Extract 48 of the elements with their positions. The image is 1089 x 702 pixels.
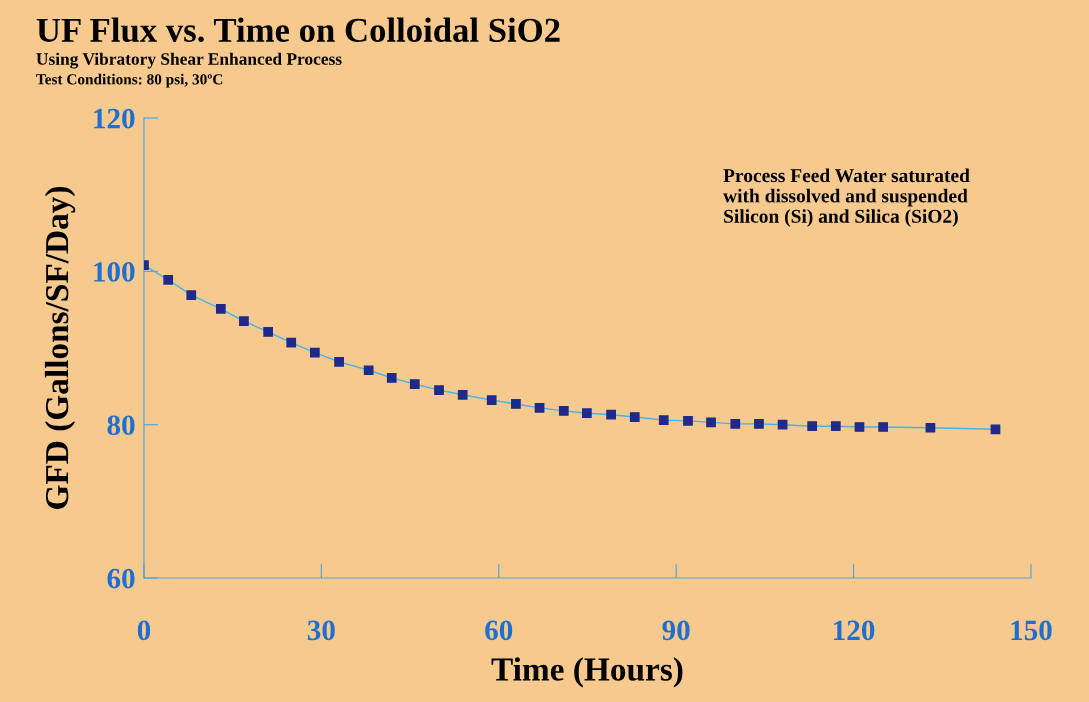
point <box>990 424 1001 435</box>
point <box>486 395 497 406</box>
y-tick-label: 120 <box>94 108 135 129</box>
point <box>457 389 468 400</box>
x-tick-label: 60 <box>485 620 513 641</box>
text: Test Conditions: 80 psi, 30ºC <box>36 73 223 88</box>
point <box>706 417 716 428</box>
point <box>309 347 320 358</box>
point <box>511 399 521 409</box>
point <box>807 421 818 432</box>
x-tick-label: 30 <box>307 620 335 641</box>
annotation: Process Feed Water saturated with dissolved and suspended Silicon (Si) and Silica (SiO2) <box>723 168 970 227</box>
x-tick-label: 0 <box>137 620 151 641</box>
point <box>409 379 420 389</box>
point <box>754 419 764 429</box>
point <box>163 274 174 285</box>
point <box>683 415 693 426</box>
x-axis-title: Time (Hours) <box>491 657 683 688</box>
chart-subtitle: Using Vibratory Shear Enhanced Process <box>36 52 342 69</box>
point <box>730 419 741 429</box>
point <box>215 304 226 314</box>
point <box>558 406 569 416</box>
point <box>777 419 788 430</box>
y-axis-title: GFD (Gallons/SF/Day) <box>44 186 76 509</box>
point <box>286 337 297 348</box>
point <box>658 415 669 425</box>
point <box>606 409 616 420</box>
x-tick-label: 150 <box>1011 620 1052 641</box>
point <box>925 422 936 433</box>
x-tick-label: 90 <box>662 620 690 641</box>
point <box>434 385 444 396</box>
point <box>363 365 374 376</box>
point <box>629 412 640 422</box>
point <box>386 373 397 383</box>
point <box>239 316 249 327</box>
y-tick-label: 80 <box>107 415 135 436</box>
point <box>582 408 592 419</box>
point <box>534 402 545 413</box>
x-tick-label: 120 <box>834 620 875 641</box>
y-tick-label: 60 <box>107 568 135 589</box>
point <box>186 290 197 300</box>
chart-title: UF Flux vs. Time on Colloidal SiO2 <box>36 17 560 43</box>
point <box>878 422 888 432</box>
point <box>263 327 274 337</box>
point <box>334 356 344 367</box>
point <box>854 422 865 432</box>
y-tick-label: 100 <box>94 262 135 282</box>
point <box>830 421 841 432</box>
